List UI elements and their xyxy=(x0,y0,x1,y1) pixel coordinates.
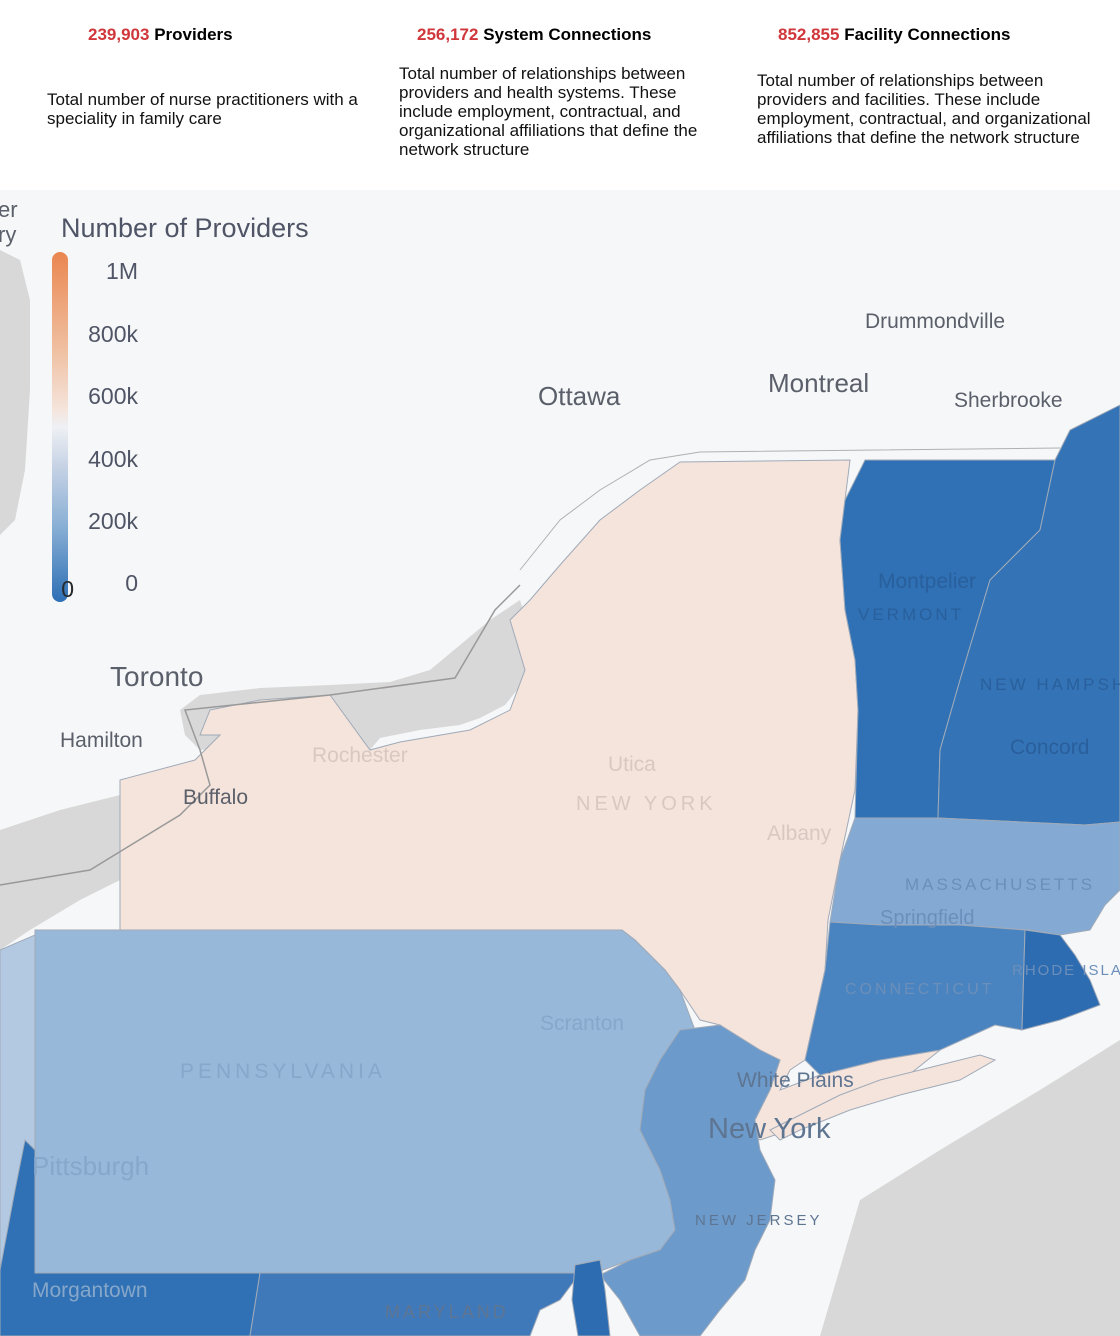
border-line-north xyxy=(519,447,1061,571)
lake-huron xyxy=(0,250,30,535)
legend-tick: 600k xyxy=(88,383,138,409)
stats-header: 239,903 Providers Total number of nurse … xyxy=(0,0,1120,190)
stat-title: 239,903 Providers xyxy=(88,25,233,45)
long-island[interactable] xyxy=(769,1054,997,1141)
legend-tick: 800k xyxy=(88,321,138,347)
city-label: Sherbrooke xyxy=(954,389,1063,412)
legend-tick: 1M xyxy=(106,258,138,284)
stat-number: 239,903 xyxy=(88,25,150,44)
stat-title: 256,172 System Connections xyxy=(417,25,651,45)
city-label: Ottawa xyxy=(538,381,621,411)
map-canvas[interactable]: er ry Ottawa Montreal Drummondville Sher… xyxy=(0,190,1120,1336)
state-label: CONNECTICUT xyxy=(845,981,994,998)
city-label: White Plains xyxy=(737,1069,854,1092)
state-label: PENNSYLVANIA xyxy=(180,1060,386,1083)
city-label: Hamilton xyxy=(60,729,143,752)
city-label: Concord xyxy=(1010,736,1089,759)
legend-title: Number of Providers xyxy=(61,213,309,243)
city-label: Morgantown xyxy=(32,1279,148,1302)
region-rhode-island[interactable] xyxy=(1021,929,1101,1031)
map-partial-label: er xyxy=(0,197,18,222)
choropleth-map[interactable]: er ry Ottawa Montreal Drummondville Sher… xyxy=(0,190,1120,1336)
city-label: Utica xyxy=(608,753,656,776)
city-label: Springfield xyxy=(880,907,975,929)
map-partial-label: ry xyxy=(0,222,16,247)
legend-end-label: 0 xyxy=(61,576,74,602)
state-label: VERMONT xyxy=(858,605,964,624)
city-label: Pittsburgh xyxy=(32,1151,149,1181)
state-label: NEW HAMPSHIRE xyxy=(980,675,1120,694)
region-ohio-wv[interactable] xyxy=(0,1138,261,1336)
legend: Number of Providers 1M 800k 600k 400k 20… xyxy=(0,190,340,610)
legend-tick: 400k xyxy=(88,446,138,472)
border-line xyxy=(0,584,521,886)
stat-number: 852,855 xyxy=(778,25,840,44)
legend-color-bar xyxy=(52,252,68,602)
city-label: New York xyxy=(708,1113,831,1145)
stat-title: 852,855 Facility Connections xyxy=(778,25,1010,45)
stat-description: Total number of relationships between pr… xyxy=(399,64,698,159)
region-connecticut[interactable] xyxy=(804,921,1026,1076)
region-delaware[interactable] xyxy=(571,1259,611,1336)
city-label: Toronto xyxy=(110,661,203,692)
stat-description: Total number of relationships between pr… xyxy=(757,71,1091,147)
state-label: NEW JERSEY xyxy=(695,1212,823,1229)
state-label: MASSACHUSETTS xyxy=(905,875,1095,894)
stat-label: System Connections xyxy=(483,25,652,44)
state-label: RHODE ISLAND xyxy=(1012,962,1120,979)
city-label: Buffalo xyxy=(183,786,248,809)
state-label: NEW YORK xyxy=(576,793,717,815)
legend-tick: 0 xyxy=(125,570,138,596)
atlantic-ocean xyxy=(820,1040,1120,1336)
city-label: Albany xyxy=(767,822,832,845)
city-label: Scranton xyxy=(540,1012,624,1035)
stat-description: Total number of nurse practitioners with… xyxy=(47,90,358,128)
city-label: Rochester xyxy=(312,744,408,767)
city-label: Drummondville xyxy=(865,310,1005,333)
city-label: Montreal xyxy=(768,368,869,398)
stat-label: Providers xyxy=(154,25,233,44)
stat-label: Facility Connections xyxy=(844,25,1011,44)
city-label: Montpelier xyxy=(878,570,976,593)
region-pennsylvania[interactable] xyxy=(34,929,696,1274)
state-label: MARYLAND xyxy=(385,1302,509,1322)
region-new-jersey[interactable] xyxy=(599,1024,781,1336)
stat-number: 256,172 xyxy=(417,25,479,44)
legend-tick: 200k xyxy=(88,508,138,534)
